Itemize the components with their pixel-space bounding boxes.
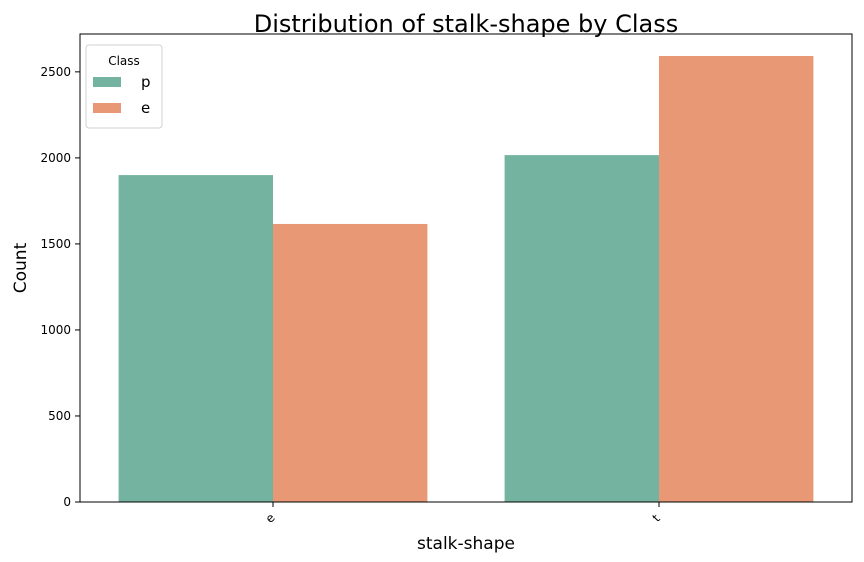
bar-e-t <box>659 56 814 502</box>
y-tick-label: 0 <box>63 495 71 509</box>
legend-title: Class <box>108 54 140 68</box>
plot-frame <box>79 33 853 503</box>
y-tick-label: 1000 <box>40 323 71 337</box>
legend: Class pe <box>85 44 163 129</box>
y-tick-label: 2000 <box>40 151 71 165</box>
bar-p-t <box>504 155 659 503</box>
legend-items: pe <box>93 73 151 117</box>
y-tick-label: 500 <box>48 409 71 423</box>
legend-label-e: e <box>141 99 150 117</box>
x-tick-label: t <box>650 511 663 524</box>
x-tick-label: e <box>263 511 278 526</box>
bar-p-e <box>118 175 273 502</box>
bars-group <box>118 56 814 503</box>
legend-swatch-p <box>93 77 121 87</box>
x-axis-label: stalk-shape <box>417 534 515 554</box>
y-axis-ticks: 0 500 1000 1500 2000 2500 <box>40 65 80 509</box>
legend-label-p: p <box>141 73 151 91</box>
y-tick-label: 1500 <box>40 237 71 251</box>
y-axis-label: Count <box>11 242 31 293</box>
bar-e-e <box>273 223 428 502</box>
legend-swatch-e <box>93 103 121 113</box>
chart-title: Distribution of stalk-shape by Class <box>254 10 679 38</box>
y-tick-label: 2500 <box>40 65 71 79</box>
